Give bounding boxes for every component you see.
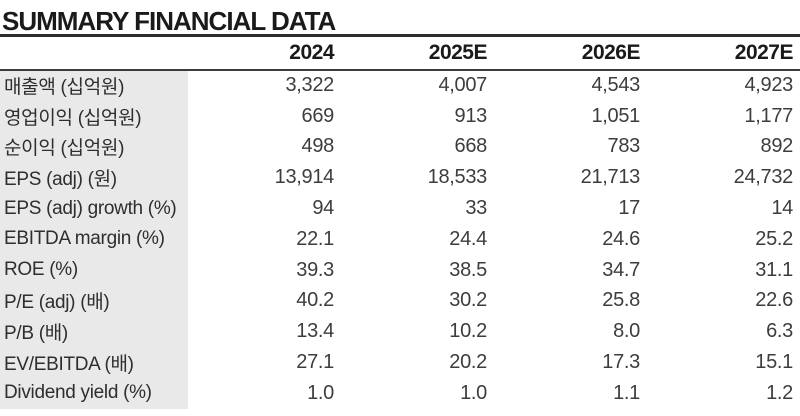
row-value: 21,713 <box>580 166 641 189</box>
row-value: 1.0 <box>460 381 487 404</box>
row-value: 498 <box>301 135 335 158</box>
row-value: 22.6 <box>755 289 793 312</box>
column-header-2025e: 2025E <box>341 35 494 71</box>
row-value: 1.2 <box>766 381 793 404</box>
row-value: 33 <box>465 197 487 220</box>
row-value: 94 <box>312 197 334 220</box>
row-label: EBITDA margin (%) <box>0 223 188 255</box>
row-label: 영업이익 (십억원) <box>0 100 188 132</box>
financial-summary-table: 2024 2025E 2026E 2027E 매출액 (십억원) 3,322 4,0… <box>0 34 800 409</box>
table-row: ROE (%) 39.3 38.5 34.7 31.1 <box>0 254 800 286</box>
row-value: 24,732 <box>733 166 794 189</box>
table-row: EV/EBITDA (배) 27.1 20.2 17.3 15.1 <box>0 347 800 378</box>
row-label: 순이익 (십억원) <box>0 131 188 163</box>
row-label: EPS (adj) (원) <box>0 162 188 194</box>
row-value: 6.3 <box>766 320 793 343</box>
row-value: 40.2 <box>296 289 334 312</box>
table-row: EPS (adj) growth (%) 94 33 17 14 <box>0 193 800 224</box>
row-value: 14 <box>771 197 793 220</box>
row-value: 30.2 <box>449 289 487 312</box>
row-value: 4,543 <box>591 74 640 97</box>
row-label: 매출액 (십억원) <box>0 70 188 101</box>
row-value: 1.1 <box>613 381 640 404</box>
row-value: 31.1 <box>755 258 793 281</box>
table-row: 영업이익 (십억원) 669 913 1,051 1,177 <box>0 100 800 132</box>
column-header-2027e: 2027E <box>647 35 800 71</box>
row-value: 892 <box>760 135 794 158</box>
row-value: 24.6 <box>602 227 640 250</box>
table-row: Dividend yield (%) 1.0 1.0 1.1 1.2 <box>0 377 800 409</box>
row-value: 25.2 <box>755 227 793 250</box>
row-value: 669 <box>301 104 335 127</box>
column-header-2024: 2024 <box>188 35 341 71</box>
row-value: 13.4 <box>296 320 334 343</box>
row-value: 10.2 <box>449 320 487 343</box>
page-title: SUMMARY FINANCIAL DATA <box>2 6 336 36</box>
table-row: 매출액 (십억원) 3,322 4,007 4,543 4,923 <box>0 70 800 101</box>
row-value: 783 <box>607 135 641 158</box>
row-value: 34.7 <box>602 258 640 281</box>
row-value: 24.4 <box>449 227 487 250</box>
row-label: ROE (%) <box>0 254 188 286</box>
row-value: 668 <box>454 135 488 158</box>
row-value: 15.1 <box>755 351 793 374</box>
row-value: 13,914 <box>274 166 335 189</box>
column-header-2026e: 2026E <box>494 35 647 71</box>
row-value: 25.8 <box>602 289 640 312</box>
row-value: 20.2 <box>449 351 487 374</box>
row-value: 913 <box>454 104 488 127</box>
row-value: 17.3 <box>602 351 640 374</box>
table-row: EBITDA margin (%) 22.1 24.4 24.6 25.2 <box>0 223 800 255</box>
row-value: 1,177 <box>744 104 793 127</box>
row-value: 38.5 <box>449 258 487 281</box>
table-row: 순이익 (십억원) 498 668 783 892 <box>0 131 800 163</box>
table-row: P/B (배) 13.4 10.2 8.0 6.3 <box>0 316 800 348</box>
header-spacer <box>0 35 188 71</box>
row-value: 39.3 <box>296 258 334 281</box>
row-value: 17 <box>618 197 640 220</box>
row-value: 22.1 <box>296 227 334 250</box>
row-label: P/B (배) <box>0 316 188 348</box>
header-row: 2024 2025E 2026E 2027E <box>0 35 800 71</box>
table-row: EPS (adj) (원) 13,914 18,533 21,713 24,732 <box>0 162 800 194</box>
row-value: 1,051 <box>591 104 640 127</box>
row-value: 4,007 <box>438 74 487 97</box>
row-value: 8.0 <box>613 320 640 343</box>
table-row: P/E (adj) (배) 40.2 30.2 25.8 22.6 <box>0 285 800 317</box>
row-value: 3,322 <box>285 74 334 97</box>
row-value: 27.1 <box>296 351 334 374</box>
row-value: 1.0 <box>307 381 334 404</box>
row-value: 4,923 <box>744 74 793 97</box>
row-value: 18,533 <box>427 166 488 189</box>
row-label: Dividend yield (%) <box>0 377 188 409</box>
row-label: EV/EBITDA (배) <box>0 347 188 378</box>
row-label: P/E (adj) (배) <box>0 285 188 317</box>
row-label: EPS (adj) growth (%) <box>0 193 188 224</box>
